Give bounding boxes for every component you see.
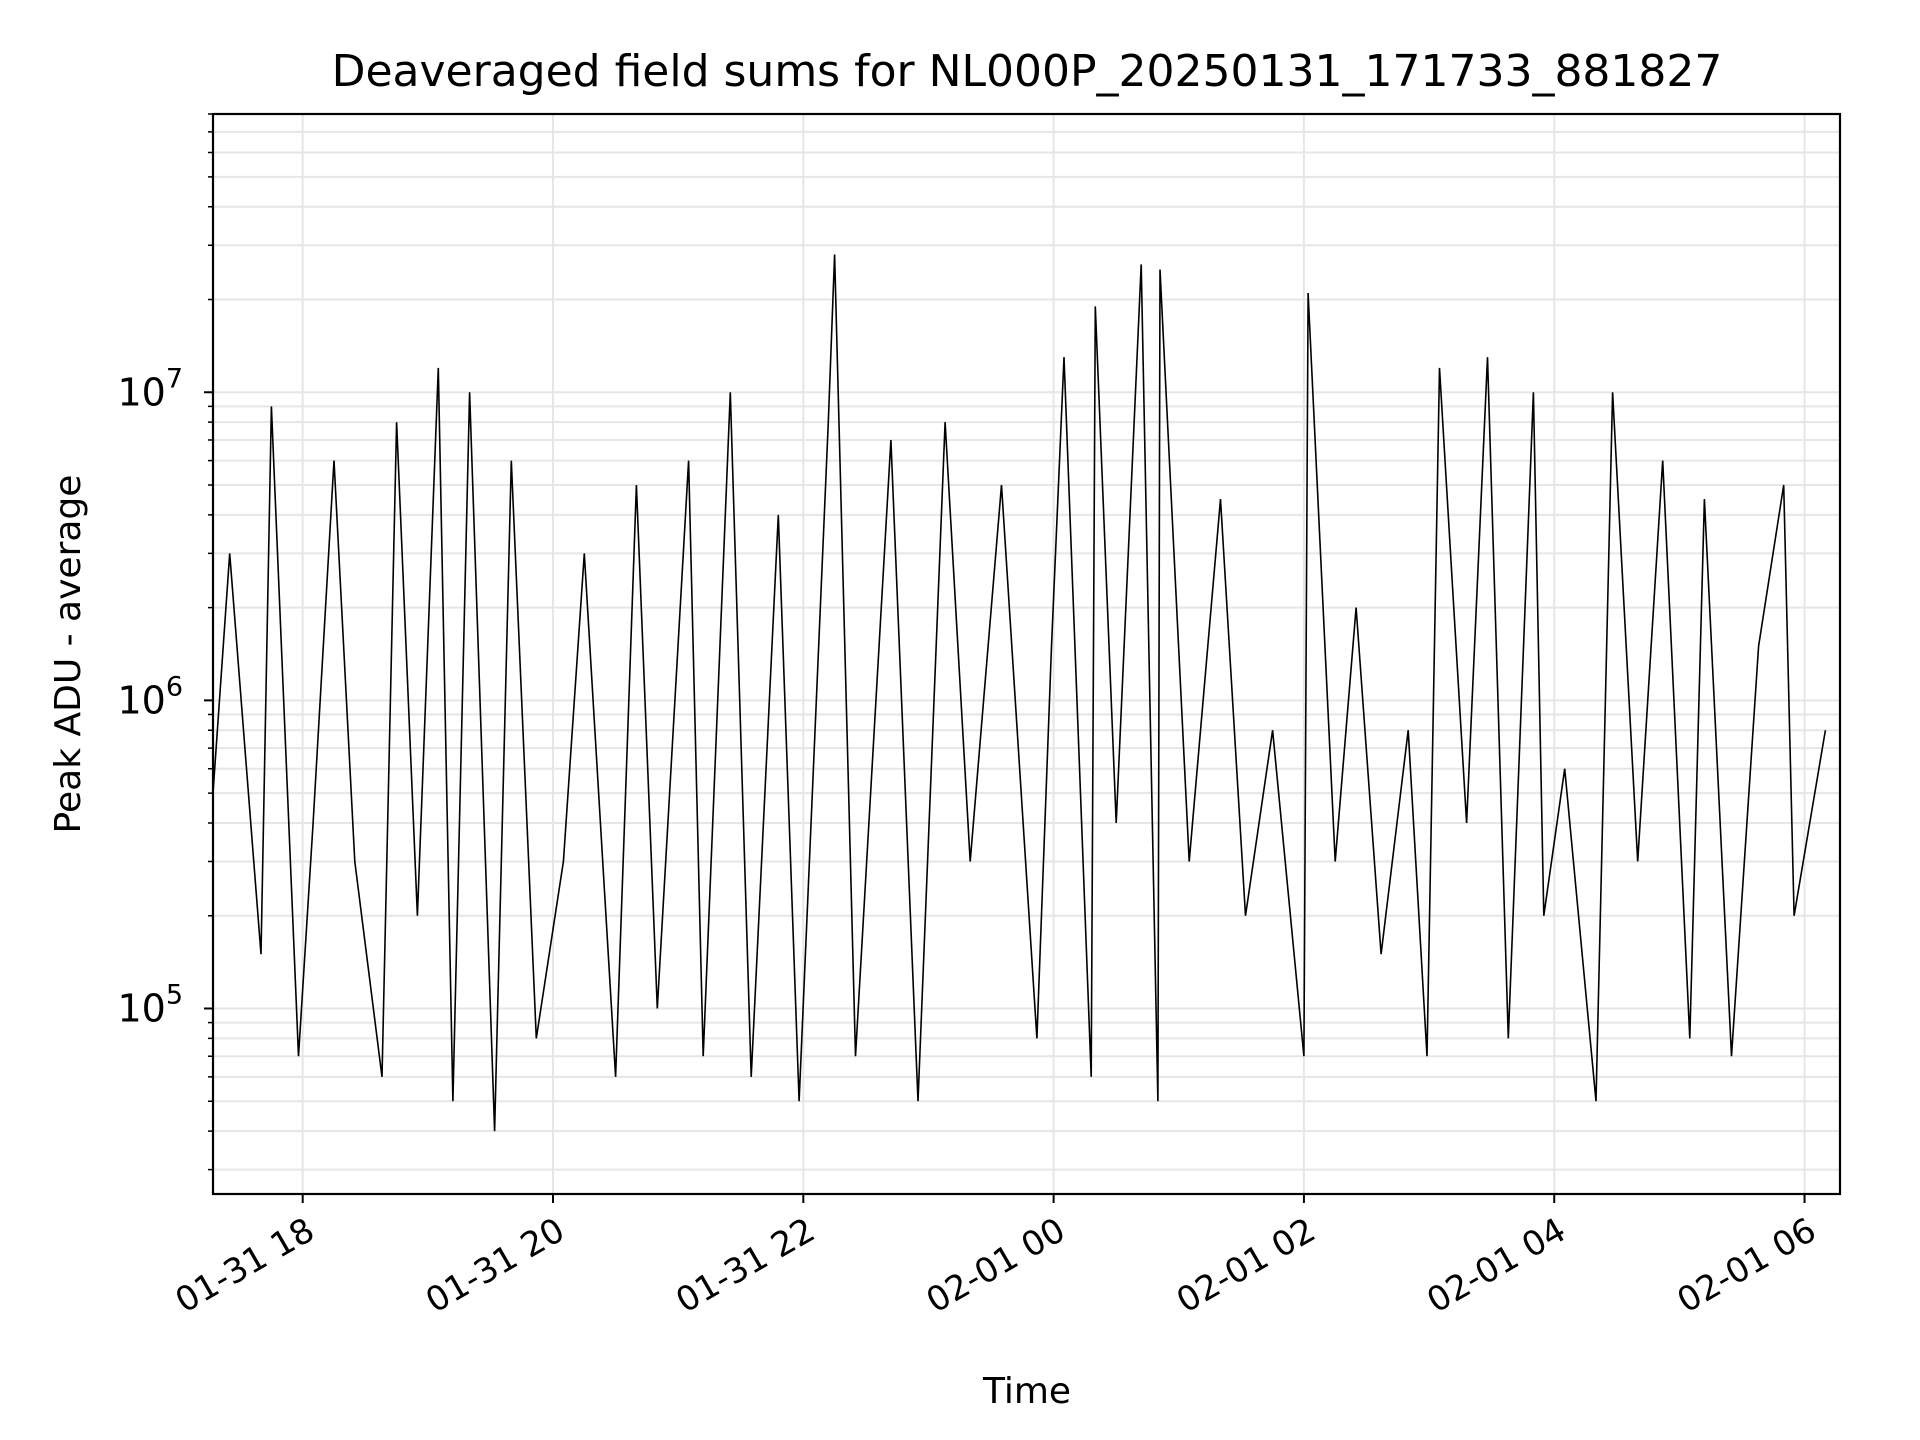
x-axis-label: Time bbox=[982, 1371, 1071, 1412]
y-axis-label: Peak ADU - average bbox=[48, 475, 89, 834]
y-tick-label: 105 bbox=[117, 979, 183, 1030]
y-tick-label: 107 bbox=[117, 363, 183, 414]
y-tick-label: 106 bbox=[117, 671, 183, 722]
y-axis: 105 106 107 bbox=[117, 113, 213, 1171]
series-line bbox=[213, 254, 1827, 1132]
plot-frame bbox=[211, 112, 1842, 1196]
chart-title: Deaveraged field sums for NL000P_2025013… bbox=[332, 46, 1723, 97]
series-layer bbox=[213, 254, 1827, 1132]
